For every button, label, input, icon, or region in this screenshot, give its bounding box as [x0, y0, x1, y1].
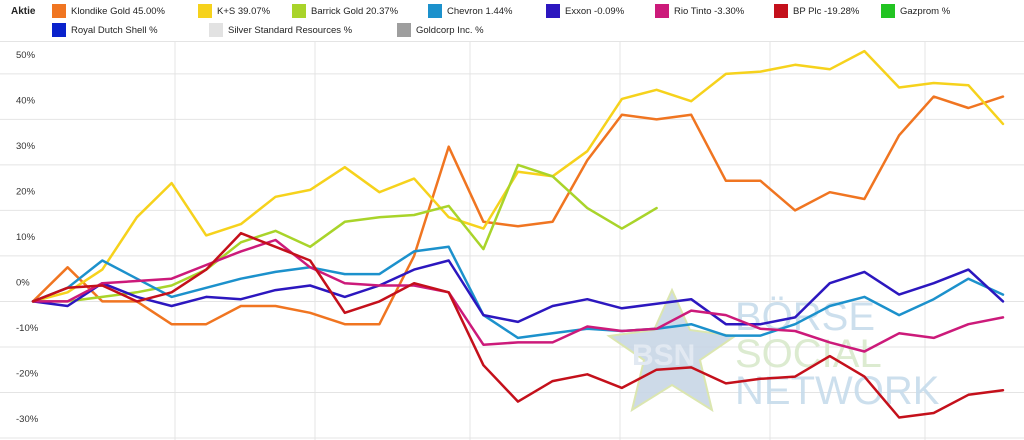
legend-label: Klondike Gold 45.00%	[71, 5, 166, 17]
legend-label: Exxon -0.09%	[565, 5, 625, 17]
series-line-2	[31, 163, 658, 303]
legend-label: Rio Tinto -3.30%	[674, 5, 745, 17]
legend-swatch	[292, 4, 306, 18]
legend-label: Barrick Gold 20.37%	[311, 5, 399, 17]
series-line-6	[31, 231, 1005, 419]
y-tick-label: 50%	[16, 50, 36, 61]
y-tick-label: 20%	[16, 186, 36, 197]
legend-swatch	[774, 4, 788, 18]
legend-item[interactable]: Klondike Gold 45.00%	[52, 4, 165, 18]
legend-item[interactable]: Rio Tinto -3.30%	[655, 4, 744, 18]
watermark-line1: BÖRSE	[735, 295, 875, 339]
legend-item[interactable]: BP Plc -19.28%	[774, 4, 859, 18]
legend-swatch	[209, 23, 223, 37]
legend-label: Royal Dutch Shell %	[71, 24, 158, 36]
legend-swatch	[397, 23, 411, 37]
legend-swatch	[881, 4, 895, 18]
series-line-0	[31, 95, 1005, 326]
y-tick-label: 30%	[16, 141, 36, 152]
legend-label: K+S 39.07%	[217, 5, 271, 17]
legend-swatch	[198, 4, 212, 18]
legend-item[interactable]: Exxon -0.09%	[546, 4, 624, 18]
legend-label: Goldcorp Inc. %	[416, 24, 484, 36]
series-line-3	[31, 245, 1005, 340]
legend-swatch	[52, 23, 66, 37]
legend-item[interactable]: Chevron 1.44%	[428, 4, 512, 18]
legend-swatch	[52, 4, 66, 18]
series-line-5	[31, 238, 1005, 353]
legend-label: Silver Standard Resources %	[228, 24, 353, 36]
legend-item[interactable]: Royal Dutch Shell %	[52, 23, 158, 37]
y-tick-label: 40%	[16, 95, 36, 106]
legend-label: BP Plc -19.28%	[793, 5, 860, 17]
chart-legend: Aktie Klondike Gold 45.00% K+S 39.07% Barr…	[0, 0, 1024, 40]
y-tick-label: -20%	[16, 368, 39, 379]
y-tick-label: -10%	[16, 323, 39, 334]
legend-item[interactable]: Goldcorp Inc. %	[397, 23, 484, 37]
y-tick-label: 10%	[16, 232, 36, 243]
legend-label: Gazprom %	[900, 5, 951, 17]
legend-label: Chevron 1.44%	[447, 5, 513, 17]
bsn-logo-text: BSN	[632, 339, 695, 372]
legend-item[interactable]: K+S 39.07%	[198, 4, 270, 18]
legend-swatch	[428, 4, 442, 18]
series-line-4	[31, 259, 1005, 326]
legend-item[interactable]: Gazprom %	[881, 4, 950, 18]
legend-item[interactable]: Barrick Gold 20.37%	[292, 4, 398, 18]
y-tick-label: -30%	[16, 414, 39, 425]
legend-swatch	[546, 4, 560, 18]
legend-item[interactable]: Silver Standard Resources %	[209, 23, 352, 37]
series-line-1	[31, 49, 1005, 303]
legend-swatch	[655, 4, 669, 18]
y-tick-label: 0%	[16, 277, 30, 288]
legend-title: Aktie	[11, 6, 36, 17]
watermark-line3: NETWORK	[735, 369, 940, 413]
